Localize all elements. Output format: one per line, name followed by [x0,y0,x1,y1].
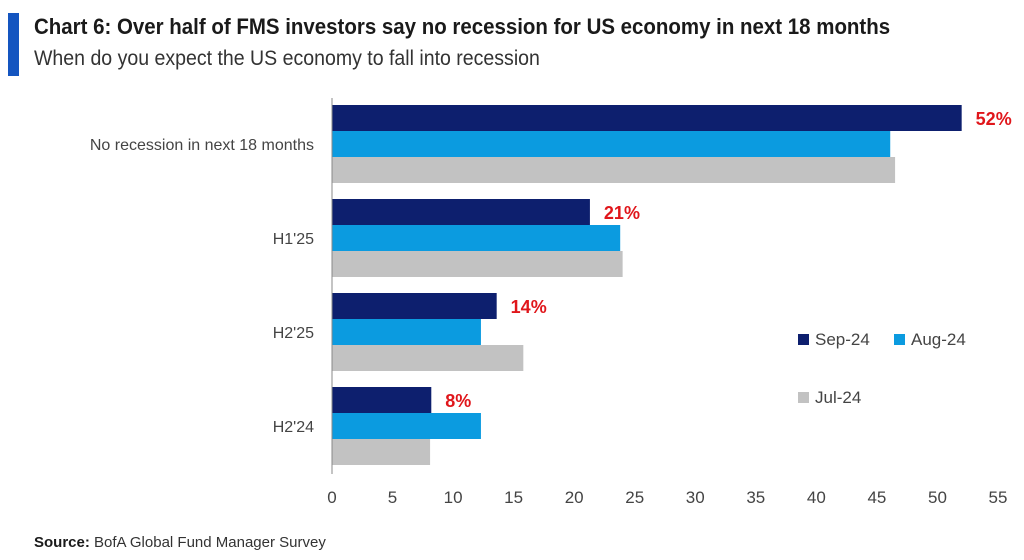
x-tick-label: 55 [989,488,1008,507]
category-label: H2'24 [273,419,314,436]
category-label: H2'25 [273,325,314,342]
x-tick-label: 40 [807,488,826,507]
x-tick-label: 45 [867,488,886,507]
bar-sep-24 [332,105,962,131]
category-label: No recession in next 18 months [90,137,314,154]
legend-label: Jul-24 [815,388,861,407]
data-label: 21% [604,203,640,223]
bar-jul-24 [332,251,623,277]
x-tick-label: 0 [327,488,336,507]
category-label: H1'25 [273,231,314,248]
x-tick-label: 35 [746,488,765,507]
chart-title: Chart 6: Over half of FMS investors say … [34,14,891,39]
bar-aug-24 [332,319,481,345]
x-tick-label: 10 [444,488,463,507]
legend-swatch [894,334,905,345]
bar-aug-24 [332,225,621,251]
x-tick-label: 25 [625,488,644,507]
data-label: 52% [976,109,1012,129]
bar-jul-24 [332,345,524,371]
bar-sep-24 [332,199,590,225]
legend-swatch [798,392,809,403]
x-tick-label: 15 [504,488,523,507]
legend-label: Aug-24 [911,330,966,349]
x-tick-label: 20 [565,488,584,507]
bar-sep-24 [332,387,432,413]
data-label: 8% [445,391,471,411]
data-label: 14% [511,297,547,317]
bar-aug-24 [332,131,891,157]
bar-jul-24 [332,439,431,465]
bar-aug-24 [332,413,481,439]
legend-label: Sep-24 [815,330,870,349]
x-tick-label: 5 [388,488,397,507]
source-note: Source: BofA Global Fund Manager Survey [34,534,326,551]
title-accent-bar [8,13,19,76]
legend-swatch [798,334,809,345]
source-label: Source: [34,534,90,551]
bar-sep-24 [332,293,497,319]
source-text: BofA Global Fund Manager Survey [89,534,326,551]
chart-subtitle: When do you expect the US economy to fal… [34,47,540,70]
x-tick-label: 30 [686,488,705,507]
bar-jul-24 [332,157,896,183]
x-tick-label: 50 [928,488,947,507]
